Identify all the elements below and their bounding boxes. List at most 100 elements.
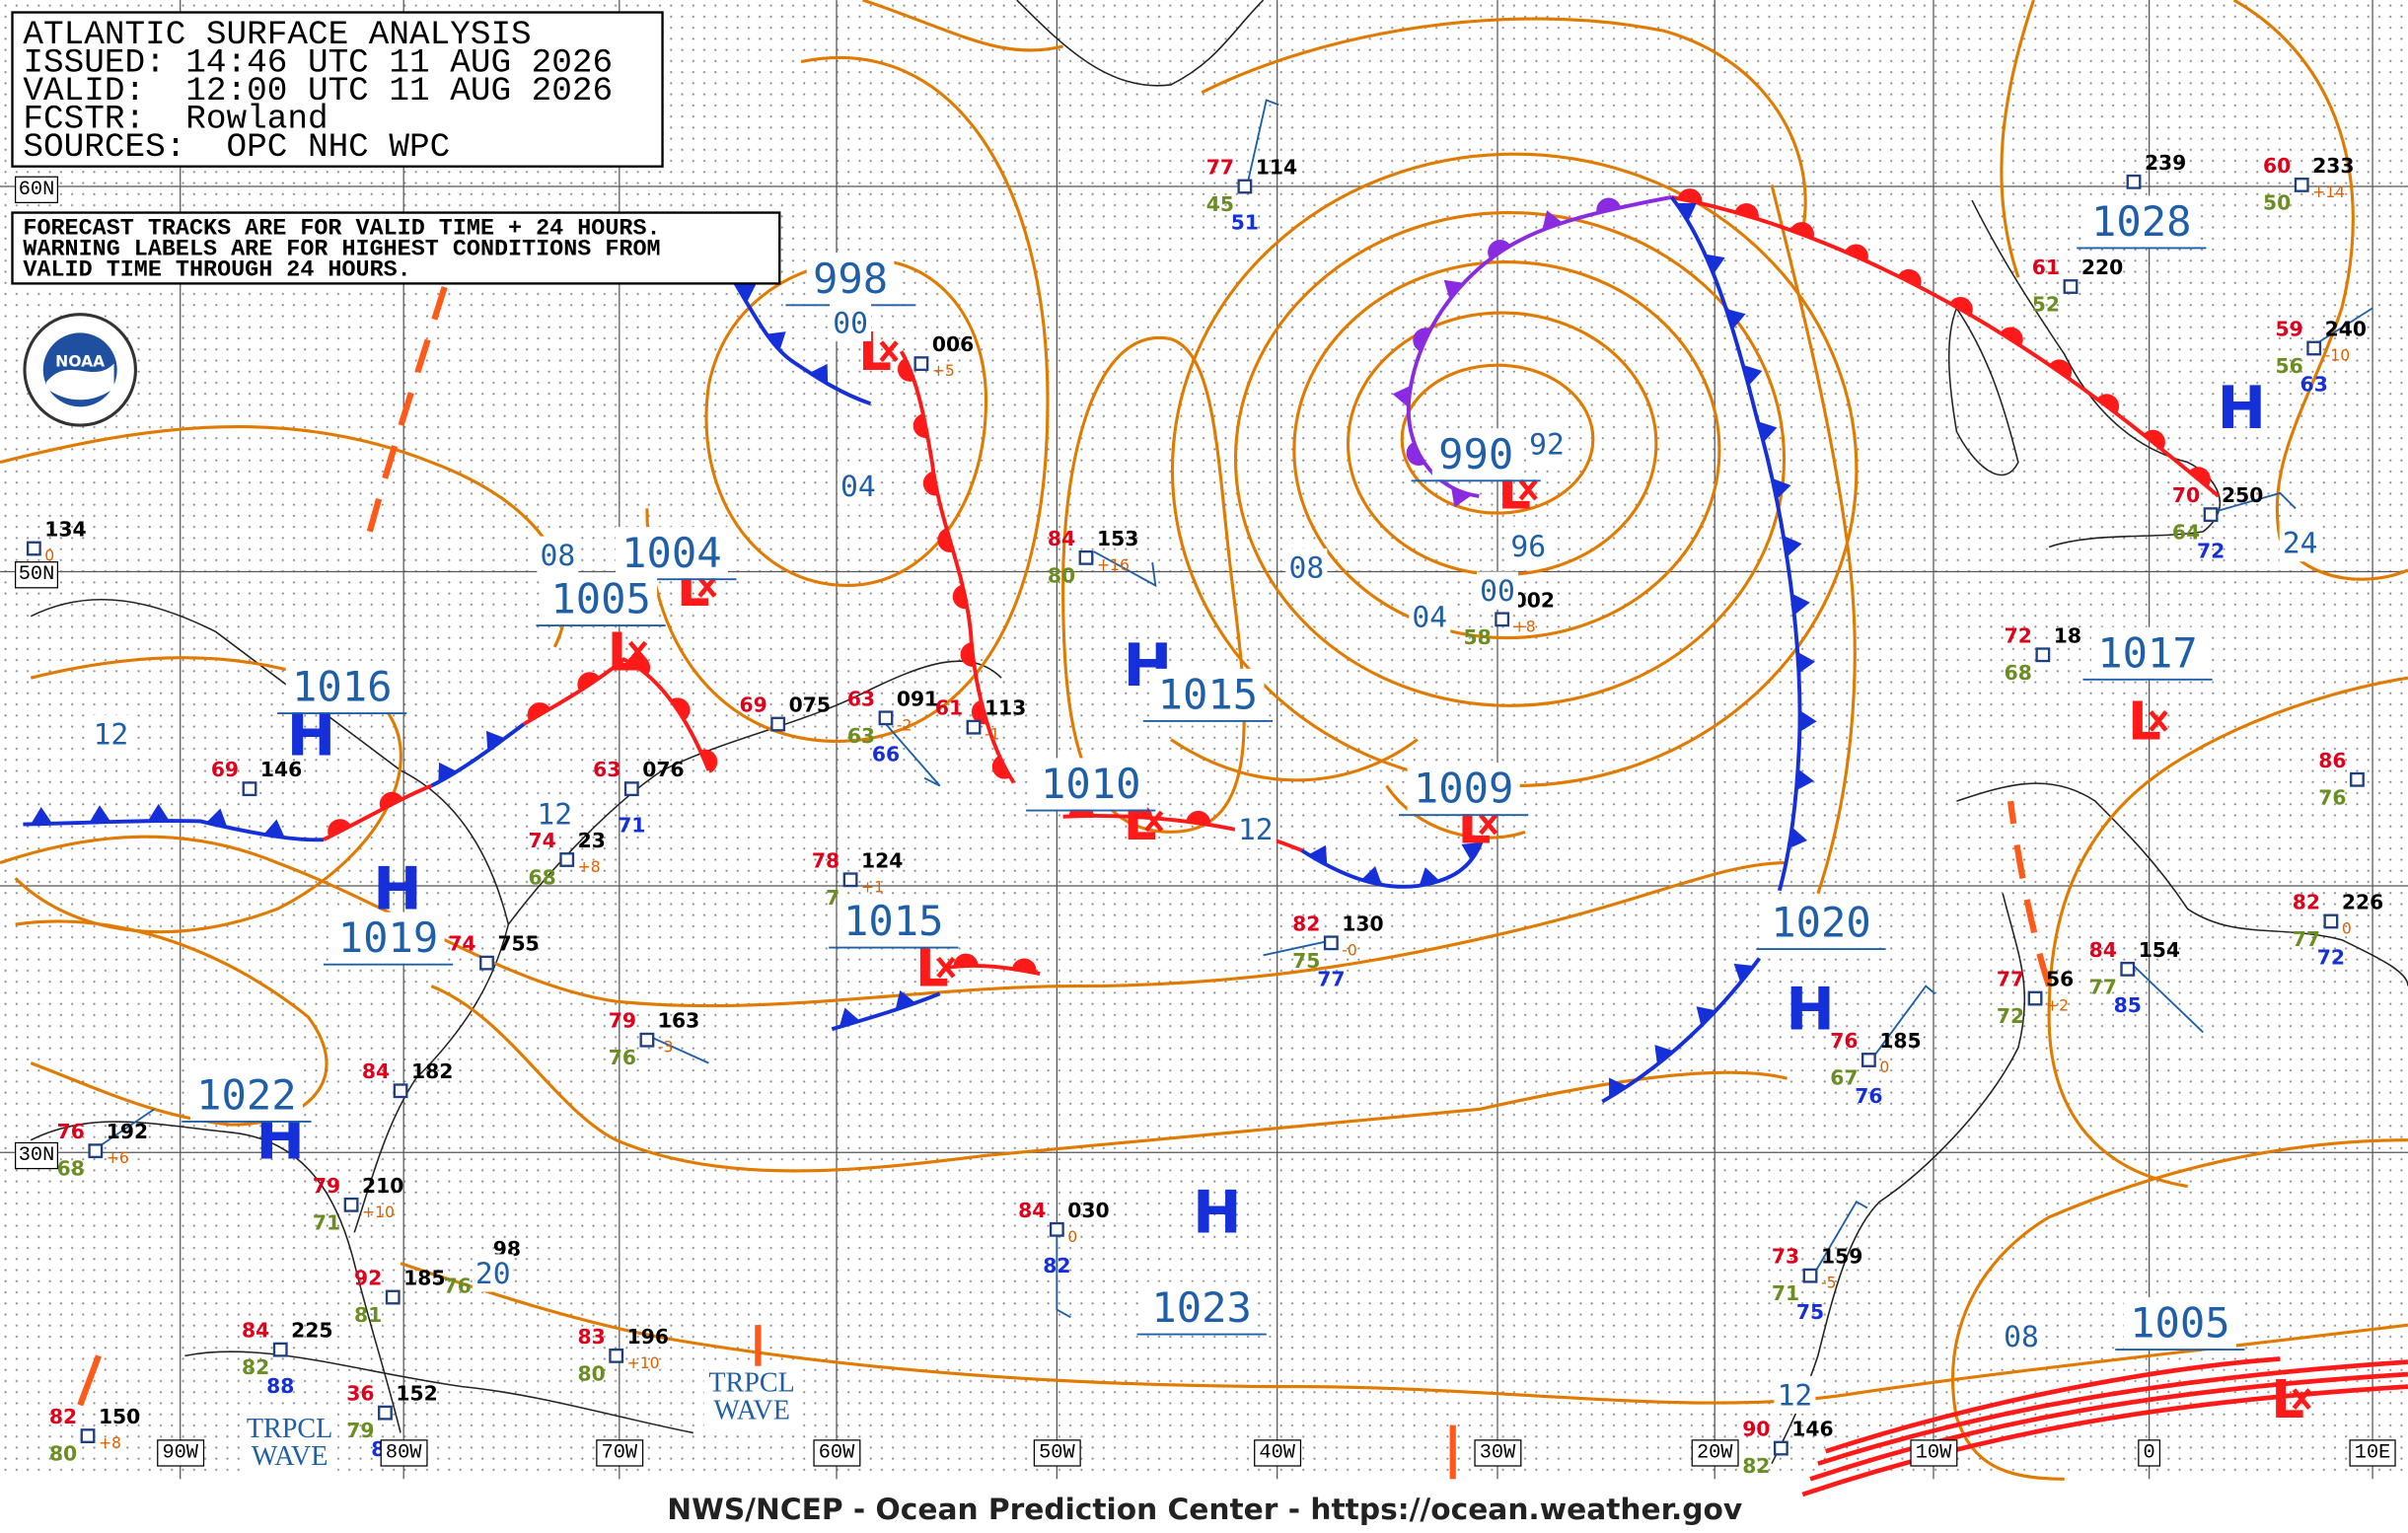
lon-label: 50W xyxy=(1039,1441,1075,1464)
station-pressure: 210 xyxy=(362,1174,403,1198)
label-box xyxy=(837,467,879,505)
low-x xyxy=(936,956,956,979)
front-symbol xyxy=(1413,328,1431,352)
station-temp: 77 xyxy=(1206,156,1234,180)
lat-label: 50N xyxy=(19,563,55,586)
front-symbol xyxy=(912,413,928,438)
station-tendency: +10 xyxy=(362,1204,395,1221)
isobar-label: 24 xyxy=(2283,526,2318,560)
station-dew: 76 xyxy=(2318,785,2346,809)
wave-text: TRPCL xyxy=(247,1414,332,1444)
station-dew: 50 xyxy=(2263,190,2291,214)
station-marker xyxy=(623,781,639,797)
station-marker xyxy=(343,1197,359,1212)
station-pressure: 755 xyxy=(497,932,539,956)
front-symbol xyxy=(577,672,601,692)
station-dew: 52 xyxy=(2032,293,2060,317)
label-box xyxy=(14,176,59,203)
label-box xyxy=(537,536,579,574)
isobar-label: 04 xyxy=(1412,600,1447,634)
station-marker xyxy=(378,1405,393,1421)
label-box xyxy=(2138,1439,2161,1467)
isobar-label: 08 xyxy=(2004,1319,2039,1353)
notice-box: FORECAST TRACKS ARE FOR VALID TIME + 24 … xyxy=(11,211,781,285)
lon-label: 20W xyxy=(1697,1441,1733,1464)
label-box xyxy=(615,527,728,579)
center-pressure: 1022 xyxy=(196,1070,297,1119)
label-box xyxy=(1034,758,1147,810)
front-symbol xyxy=(527,702,550,721)
low-x xyxy=(627,640,648,663)
label-box xyxy=(1691,1439,1739,1467)
station-temp: 74 xyxy=(448,932,475,956)
label-box xyxy=(837,895,950,947)
front-symbol xyxy=(1845,244,1868,262)
center-pressure: 1005 xyxy=(550,575,651,623)
low-x xyxy=(1479,813,1498,836)
station-sst: 82 xyxy=(1043,1254,1070,1278)
station-sst: 76 xyxy=(1855,1084,1882,1108)
header-line: ATLANTIC SURFACE ANALYSIS xyxy=(23,16,531,54)
station-pressure: 075 xyxy=(789,694,831,717)
station-marker xyxy=(2294,178,2309,192)
station-temp: 79 xyxy=(609,1009,636,1033)
station-temp: 84 xyxy=(242,1319,269,1343)
front-symbol xyxy=(971,699,987,725)
front-symbol xyxy=(2049,359,2073,380)
header-line: VALID: 12:00 UTC 11 AUG 2026 xyxy=(23,72,613,110)
station-marker xyxy=(878,710,894,726)
lat-label: 60N xyxy=(19,179,55,201)
front-symbol xyxy=(1897,268,1922,288)
label-box xyxy=(2084,195,2198,248)
station-tendency: 0 xyxy=(2342,919,2352,937)
station-temp: 84 xyxy=(362,1059,390,1083)
station-sst: 77 xyxy=(1317,968,1345,991)
label-box xyxy=(1764,897,1877,949)
station-marker xyxy=(2027,990,2043,1006)
station-temp: 70 xyxy=(2172,483,2200,507)
center-symbol: H xyxy=(2218,374,2267,442)
front-symbol xyxy=(839,1007,860,1028)
station-tendency: +5 xyxy=(932,362,955,380)
station-dew: 63 xyxy=(847,724,875,748)
front-symbol xyxy=(671,697,691,721)
label-box xyxy=(1431,428,1520,480)
station-temp: 86 xyxy=(2318,749,2346,772)
station-tendency: -1 xyxy=(985,726,1000,744)
label-box xyxy=(1409,598,1451,636)
isobar-label: 12 xyxy=(1238,812,1274,846)
front-symbol xyxy=(2096,394,2120,414)
station-marker xyxy=(1237,179,1253,194)
station-dew: 76 xyxy=(609,1046,636,1069)
station-sst: 88 xyxy=(266,1374,294,1398)
front-symbol xyxy=(897,357,915,382)
label-box xyxy=(1033,1439,1081,1467)
station-marker xyxy=(2350,771,2365,787)
front-symbol xyxy=(937,528,954,552)
isobar-label: 20 xyxy=(475,1256,511,1290)
front-symbol xyxy=(31,806,53,825)
front-symbol xyxy=(1725,309,1746,329)
label-box xyxy=(703,1365,800,1427)
station-tendency: 0 xyxy=(44,548,54,565)
coastlines xyxy=(30,0,2408,1465)
logo-text: NOAA xyxy=(55,353,105,371)
front-symbol xyxy=(766,331,786,351)
front-symbol xyxy=(809,363,829,385)
station-pressure: 185 xyxy=(403,1267,445,1290)
label-box xyxy=(14,561,59,589)
front-symbol xyxy=(1705,254,1725,274)
station-pressure: 154 xyxy=(2139,938,2180,962)
station-sst: 72 xyxy=(2317,946,2345,970)
station-pressure: 146 xyxy=(1791,1418,1833,1441)
isobar-label: 12 xyxy=(537,797,572,832)
front-symbol xyxy=(1443,279,1464,300)
center-pressure: 1023 xyxy=(1151,1283,1252,1332)
front-symbol xyxy=(991,755,1010,779)
front-symbol xyxy=(263,819,285,839)
station-pressure: 006 xyxy=(932,332,974,356)
station-marker xyxy=(1495,612,1510,627)
footer: NWS/NCEP - Ocean Prediction Center - htt… xyxy=(667,1492,1742,1526)
